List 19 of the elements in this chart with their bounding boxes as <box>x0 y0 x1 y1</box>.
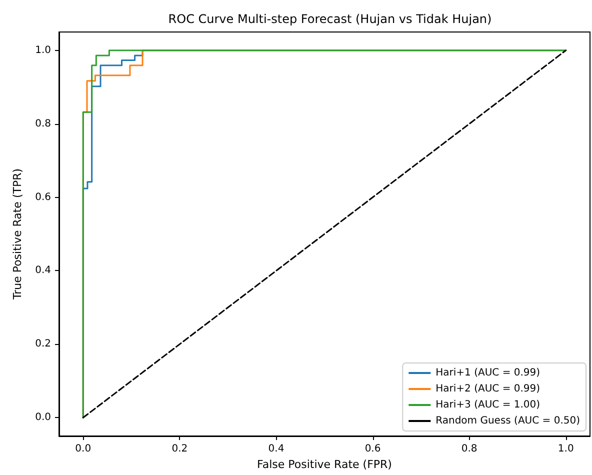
x-tick-label: 0.4 <box>268 444 284 454</box>
y-tick-label: 0.8 <box>35 118 51 130</box>
x-tick-label: 0.8 <box>461 444 478 454</box>
x-tick-label: 0.0 <box>75 444 92 454</box>
y-tick-label: 0.4 <box>35 265 51 276</box>
x-tick-label: 0.6 <box>364 444 381 454</box>
x-tick-label: 0.2 <box>172 444 188 454</box>
y-tick-label: 0.6 <box>35 192 51 203</box>
x-axis-title: False Positive Rate (FPR) <box>257 458 392 471</box>
x-tick-label: 1.0 <box>558 444 574 454</box>
legend-label: Hari+3 (AUC = 1.00) <box>436 400 540 410</box>
y-axis-title: True Positive Rate (TPR) <box>11 168 24 301</box>
y-tick-label: 0.0 <box>35 412 51 424</box>
y-tick-label: 0.2 <box>35 338 51 350</box>
chart-title: ROC Curve Multi-step Forecast (Hujan vs Tidak Hujan) <box>168 12 492 26</box>
legend-label: Hari+1 (AUC = 0.99) <box>436 368 540 378</box>
y-tick-label: 1.0 <box>35 44 51 56</box>
legend-label: Hari+2 (AUC = 0.99) <box>436 384 540 394</box>
legend-label: Random Guess (AUC = 0.50) <box>436 416 580 426</box>
